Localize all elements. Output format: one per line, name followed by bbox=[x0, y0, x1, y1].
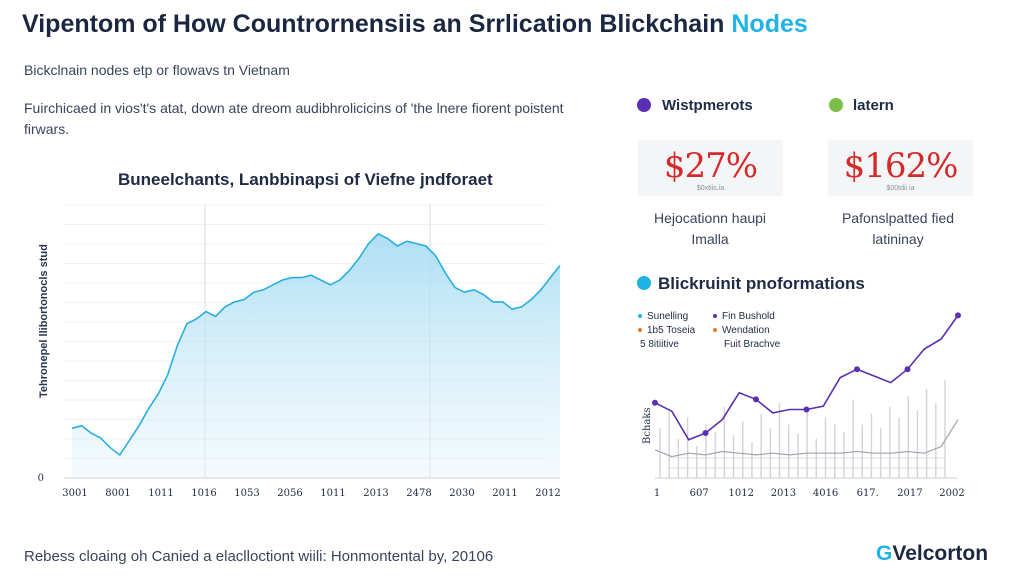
side-series-point bbox=[702, 430, 709, 436]
section-title: Blickruinit pnoformations bbox=[658, 274, 865, 293]
side-x-tick-label: 1012 bbox=[729, 488, 754, 499]
brand-logo[interactable]: GVelcorton bbox=[876, 542, 988, 566]
legend-item-6: Fuit Brachve bbox=[724, 339, 780, 350]
kpi-name-1: Wistpmerots bbox=[662, 97, 753, 114]
main-chart-title: Buneelchants, Lanbbinapsi of Viefne jndf… bbox=[118, 170, 493, 189]
x-tick-label: 2012 bbox=[535, 488, 560, 499]
x-tick-label: 3001 bbox=[62, 488, 87, 499]
kpi-dot-1 bbox=[637, 98, 651, 112]
side-series-point bbox=[652, 399, 658, 406]
side-y-label: Bchaks bbox=[642, 407, 653, 444]
legend-item-3: 1b5 Toseia bbox=[638, 325, 695, 336]
footer-text: Rebess cloaing oh Canied a elaclloctiont… bbox=[24, 548, 494, 565]
side-x-tick-label: 2013 bbox=[771, 488, 796, 499]
title-accent: Nodes bbox=[731, 10, 808, 38]
kpi-value-1: $27% bbox=[663, 146, 758, 186]
side-x-tick-label: 617. bbox=[857, 488, 879, 499]
kpi-label-2-line1: Pafonslpatted fied bbox=[841, 210, 955, 226]
side-x-tick-label: 607 bbox=[690, 488, 709, 499]
kpi-card-1: $27% $0xtiis.ia bbox=[638, 140, 783, 196]
legend-item-2: Fin Bushold bbox=[713, 311, 775, 322]
x-tick-label: 1053 bbox=[234, 488, 259, 499]
legend-dot-2 bbox=[713, 314, 717, 319]
kpi-small-2: $00tdii ia bbox=[886, 185, 915, 192]
x-tick-label: 1016 bbox=[191, 488, 216, 499]
side-x-tick-label: 2017 bbox=[897, 488, 922, 499]
page-description: Fuirchicaed in vios't's atat, down ate d… bbox=[24, 100, 564, 137]
x-tick-label: 2013 bbox=[363, 488, 388, 499]
side-x-tick-label: 2002 bbox=[939, 488, 964, 499]
kpi-label-2-line2: latininay bbox=[872, 231, 924, 247]
title-main: Vipentom of How Countrornensiis an Srrli… bbox=[22, 10, 725, 38]
legend-dot-3 bbox=[638, 328, 642, 333]
kpi-value-2: $162% bbox=[843, 146, 959, 186]
side-x-tick-label: 1 bbox=[654, 488, 660, 499]
side-x-tick-label: 4016 bbox=[813, 488, 838, 499]
kpi-label-1: Hejocationn haupi Imalla bbox=[620, 208, 800, 250]
side-series-line-2 bbox=[654, 419, 959, 458]
side-series-point bbox=[955, 312, 961, 319]
side-series-point bbox=[904, 366, 911, 373]
x-tick-label: 8001 bbox=[105, 488, 130, 499]
legend-label-1: Sunelling bbox=[647, 311, 689, 322]
legend-item-5: 5 8itiitive bbox=[640, 339, 679, 350]
side-series-point bbox=[803, 406, 810, 413]
kpi-dot-2 bbox=[829, 98, 843, 112]
y-tick-label: 0 bbox=[38, 473, 44, 484]
legend-label-2: Fin Bushold bbox=[722, 311, 775, 322]
area-series-line bbox=[71, 232, 561, 457]
logo-icon: G bbox=[876, 542, 893, 565]
legend-label-6: Fuit Brachve bbox=[724, 339, 781, 350]
legend-dot-4 bbox=[713, 328, 717, 333]
x-tick-label: 1011 bbox=[320, 488, 345, 499]
kpi-label-1-line2: Imalla bbox=[691, 231, 729, 247]
kpi-name-2: latern bbox=[853, 97, 894, 114]
area-fill bbox=[72, 233, 560, 478]
legend-item-4: Wendation bbox=[713, 325, 770, 336]
kpi-label-2: Pafonslpatted fied latininay bbox=[808, 208, 988, 250]
x-tick-label: 1011 bbox=[148, 488, 173, 499]
logo-text: Velcorton bbox=[892, 542, 989, 565]
side-series-point bbox=[854, 366, 860, 373]
legend-item-1: Sunelling bbox=[638, 311, 688, 322]
kpi-label-1-line1: Hejocationn haupi bbox=[653, 210, 767, 226]
x-tick-label: 2478 bbox=[406, 488, 431, 499]
kpi-small-1: $0xtiis.ia bbox=[696, 185, 725, 192]
legend-label-4: Wendation bbox=[722, 325, 770, 336]
legend-label-3: 1b5 Toseia bbox=[647, 325, 696, 336]
x-tick-label: 2056 bbox=[277, 488, 302, 499]
kpi-card-2: $162% $00tdii ia bbox=[828, 140, 973, 196]
x-tick-label: 2030 bbox=[449, 488, 474, 499]
page-title: Vipentom of How Countrornensiis an Srrli… bbox=[22, 10, 808, 39]
section-dot bbox=[637, 276, 651, 290]
legend-dot-1 bbox=[638, 314, 642, 319]
side-series-point bbox=[753, 396, 759, 403]
x-tick-label: 2011 bbox=[492, 488, 517, 499]
legend-label-5: 5 8itiitive bbox=[640, 339, 679, 350]
page-subtitle: Bickclnain nodes etp or flowavs tn Vietn… bbox=[24, 62, 290, 78]
